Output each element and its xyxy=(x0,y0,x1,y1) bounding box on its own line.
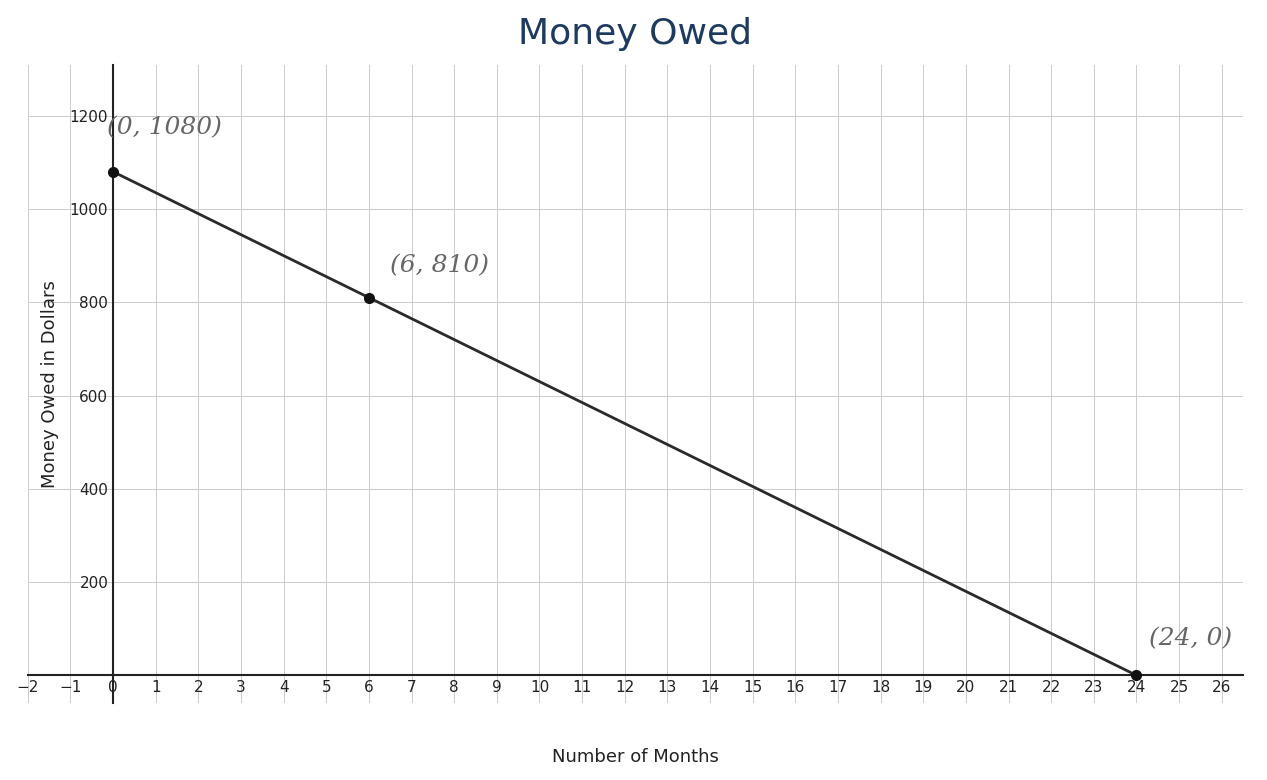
Text: (24, 0): (24, 0) xyxy=(1149,627,1233,650)
Y-axis label: Money Owed in Dollars: Money Owed in Dollars xyxy=(41,280,58,488)
Title: Money Owed: Money Owed xyxy=(518,16,753,51)
Text: (0, 1080): (0, 1080) xyxy=(106,116,222,140)
Text: (6, 810): (6, 810) xyxy=(390,254,489,277)
X-axis label: Number of Months: Number of Months xyxy=(552,748,718,766)
